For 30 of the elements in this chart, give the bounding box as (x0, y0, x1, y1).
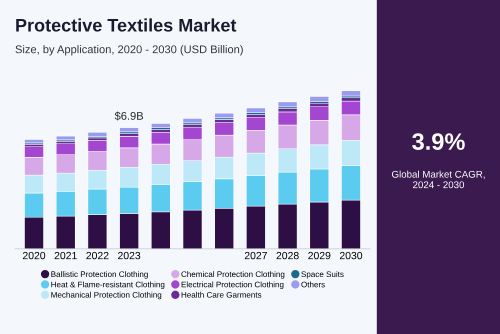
legend-label: Others (301, 281, 325, 288)
chart-title: Protective Textiles Market (16, 18, 236, 32)
legend-label: Health Care Garments (182, 292, 262, 298)
bar (56, 136, 76, 140)
legend-label: Heat & Flame-resistant Clothing (51, 281, 164, 289)
x-tick-label: 2023 (118, 252, 140, 260)
x-tick-label: 2022 (86, 252, 108, 260)
x-tick-label: 2028 (276, 252, 299, 260)
annotation: $6.9B (114, 112, 144, 121)
bar (24, 139, 44, 144)
bar (214, 112, 234, 118)
x-tick-label: 2029 (308, 252, 330, 260)
bar (278, 102, 298, 108)
x-tick-label: 2021 (54, 252, 77, 260)
bar (151, 123, 171, 128)
bar (119, 127, 139, 132)
x-tick-label: 2020 (22, 252, 46, 260)
legend-label: Chemical Protection Clothing (181, 271, 284, 279)
chart-subtitle: Size, by Application, 2020 - 2030 (USD Billion) (16, 45, 243, 56)
legend-label: Space Suits (301, 271, 344, 279)
x-tick-label: 2030 (340, 252, 362, 260)
text: Global Market CAGR, 2024 - 2030 (392, 170, 485, 188)
bar (246, 108, 266, 114)
legend-label: Mechanical Protection Clothing (51, 292, 162, 300)
legend-label: Electrical Protection Clothing (182, 281, 284, 289)
text: 3.9% (412, 133, 465, 150)
legend-label: Ballistic Protection Clothing (51, 271, 148, 279)
x-tick-label: 2027 (244, 252, 267, 260)
bar (88, 132, 108, 137)
bar (182, 118, 202, 124)
